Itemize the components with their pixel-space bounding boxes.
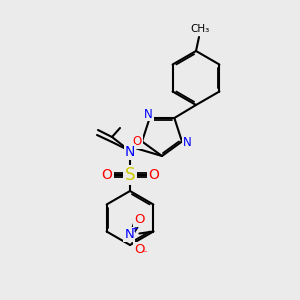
Text: CH₃: CH₃: [190, 24, 210, 34]
Text: O: O: [132, 135, 142, 148]
Text: N: N: [144, 107, 153, 121]
Text: +: +: [130, 224, 138, 233]
Text: ⁻: ⁻: [141, 250, 147, 260]
Text: O: O: [134, 243, 145, 256]
Text: O: O: [102, 168, 112, 182]
Text: O: O: [148, 168, 159, 182]
Text: N: N: [183, 136, 191, 149]
Text: O: O: [134, 213, 145, 226]
Text: N: N: [124, 228, 134, 241]
Text: N: N: [125, 145, 135, 159]
Text: S: S: [125, 166, 135, 184]
